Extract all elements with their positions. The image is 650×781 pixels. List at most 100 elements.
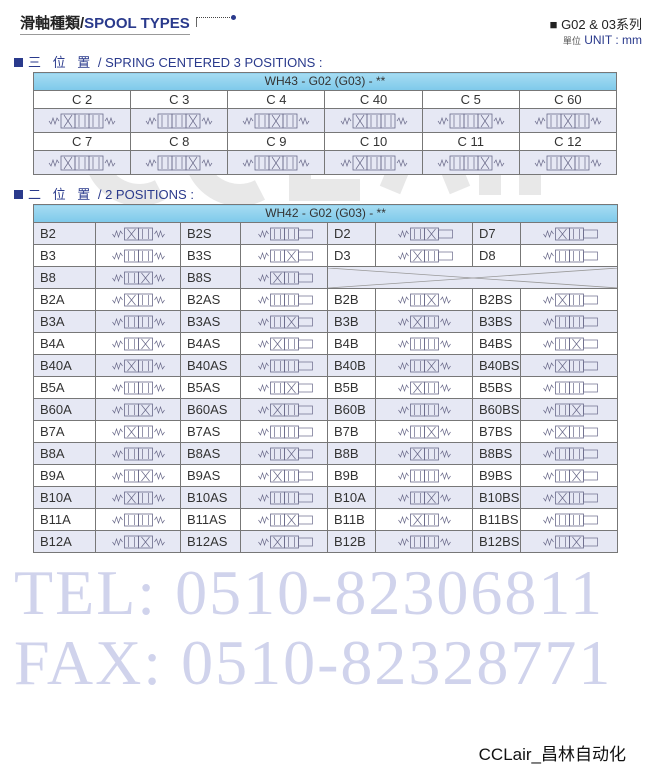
spool-symbol [240, 288, 328, 311]
spool-symbol [227, 108, 326, 133]
heading-en: / 2 POSITIONS : [97, 187, 194, 202]
spool-symbol [95, 244, 181, 267]
spool-symbol [95, 332, 181, 355]
spool-code: B11A [33, 508, 96, 531]
valve-symbol-icon [542, 513, 598, 526]
spool-symbol [375, 376, 473, 399]
spool-code: B11AS [180, 508, 241, 531]
spool-code: B10A [327, 486, 376, 509]
symbol-row [32, 150, 618, 175]
valve-symbol-icon [111, 315, 165, 328]
spool-code: B4BS [472, 332, 521, 355]
spool-code: B5BS [472, 376, 521, 399]
section-2-positions-heading: 二 位 置 / 2 POSITIONS : [14, 184, 194, 203]
spool-symbol [95, 288, 181, 311]
spool-code: B12B [327, 530, 376, 553]
spool-symbol [519, 398, 619, 421]
spool-symbol [324, 150, 423, 175]
spool-symbol [95, 420, 181, 443]
valve-symbol-icon [534, 155, 602, 170]
valve-symbol-icon [397, 513, 451, 526]
spool-row: B2 B2S D2 D7 [33, 222, 619, 245]
spool-row: B40A B40AS B40B B40BS [33, 354, 619, 377]
valve-symbol-icon [257, 271, 313, 284]
valve-symbol-icon [257, 249, 313, 262]
valve-symbol-icon [397, 403, 451, 416]
valve-symbol-icon [257, 227, 313, 240]
spool-symbol [519, 332, 619, 355]
valve-symbol-icon [397, 491, 451, 504]
valve-symbol-icon [257, 315, 313, 328]
spool-symbol [95, 486, 181, 509]
spool-symbol [375, 530, 473, 553]
spool-symbol [32, 150, 132, 175]
spool-symbol [95, 266, 181, 289]
spool-row: B10A B10AS B10A B10BS [33, 486, 619, 509]
spool-symbol [375, 244, 473, 267]
valve-symbol-icon [397, 249, 453, 262]
spool-code: B7A [33, 420, 96, 443]
spool-code: B11BS [472, 508, 521, 531]
title-en: SPOOL TYPES [84, 15, 190, 32]
unit-zh: 單位 [562, 36, 581, 46]
spool-symbol [95, 442, 181, 465]
spool-symbol [375, 442, 473, 465]
valve-symbol-icon [243, 113, 310, 128]
spool-symbol [95, 310, 181, 333]
spool-code: B12BS [472, 530, 521, 553]
spool-code: B60AS [180, 398, 241, 421]
spool-symbol [324, 108, 423, 133]
spool-symbol [240, 332, 328, 355]
spool-symbol [518, 108, 618, 133]
title-decoration [196, 17, 234, 27]
spool-code: B3BS [472, 310, 521, 333]
spool-row: B11A B11AS B11B B11BS [33, 508, 619, 531]
unit-label: 單位 UNIT : mm [563, 33, 642, 47]
valve-symbol-icon [340, 113, 407, 128]
valve-symbol-icon [257, 359, 313, 372]
spool-symbol [519, 486, 619, 509]
model-header: WH43 - G02 (G03) - ** [33, 72, 617, 91]
spool-symbol [519, 222, 619, 245]
valve-symbol-icon [111, 359, 165, 372]
valve-symbol-icon [145, 155, 213, 170]
spool-code: B12A [33, 530, 96, 553]
spool-code: B9AS [180, 464, 241, 487]
square-bullet-icon [14, 190, 23, 199]
valve-symbol-icon [542, 293, 598, 306]
valve-symbol-icon [111, 491, 165, 504]
spool-code: C 11 [421, 132, 520, 151]
spool-code: B7B [327, 420, 376, 443]
spool-symbol [95, 398, 181, 421]
spool-symbol [375, 486, 473, 509]
valve-symbol-icon [257, 469, 313, 482]
valve-symbol-icon [111, 381, 165, 394]
spool-code: B8A [33, 442, 96, 465]
valve-symbol-icon [542, 381, 598, 394]
spool-code: B7AS [180, 420, 241, 443]
valve-symbol-icon [111, 249, 165, 262]
title-dot [231, 15, 236, 20]
spool-symbol [375, 332, 473, 355]
spool-code: B40BS [472, 354, 521, 377]
spool-code: B9BS [472, 464, 521, 487]
series-label: ■ G02 & 03系列 [549, 17, 642, 32]
valve-symbol-icon [111, 271, 165, 284]
spool-code: B2S [180, 222, 241, 245]
spool-row: B5A B5AS B5B B5BS [33, 376, 619, 399]
valve-symbol-icon [48, 113, 116, 128]
spool-code: B2A [33, 288, 96, 311]
valve-symbol-icon [542, 315, 598, 328]
spool-symbol [240, 486, 328, 509]
valve-symbol-icon [111, 425, 165, 438]
spool-code: B4AS [180, 332, 241, 355]
spool-code: B2BS [472, 288, 521, 311]
spool-code: B4B [327, 332, 376, 355]
spool-code: B12AS [180, 530, 241, 553]
valve-symbol-icon [542, 447, 598, 460]
valve-symbol-icon [397, 293, 451, 306]
spool-code: C 4 [227, 90, 326, 109]
valve-symbol-icon [397, 447, 451, 460]
spool-code: C 40 [324, 90, 423, 109]
